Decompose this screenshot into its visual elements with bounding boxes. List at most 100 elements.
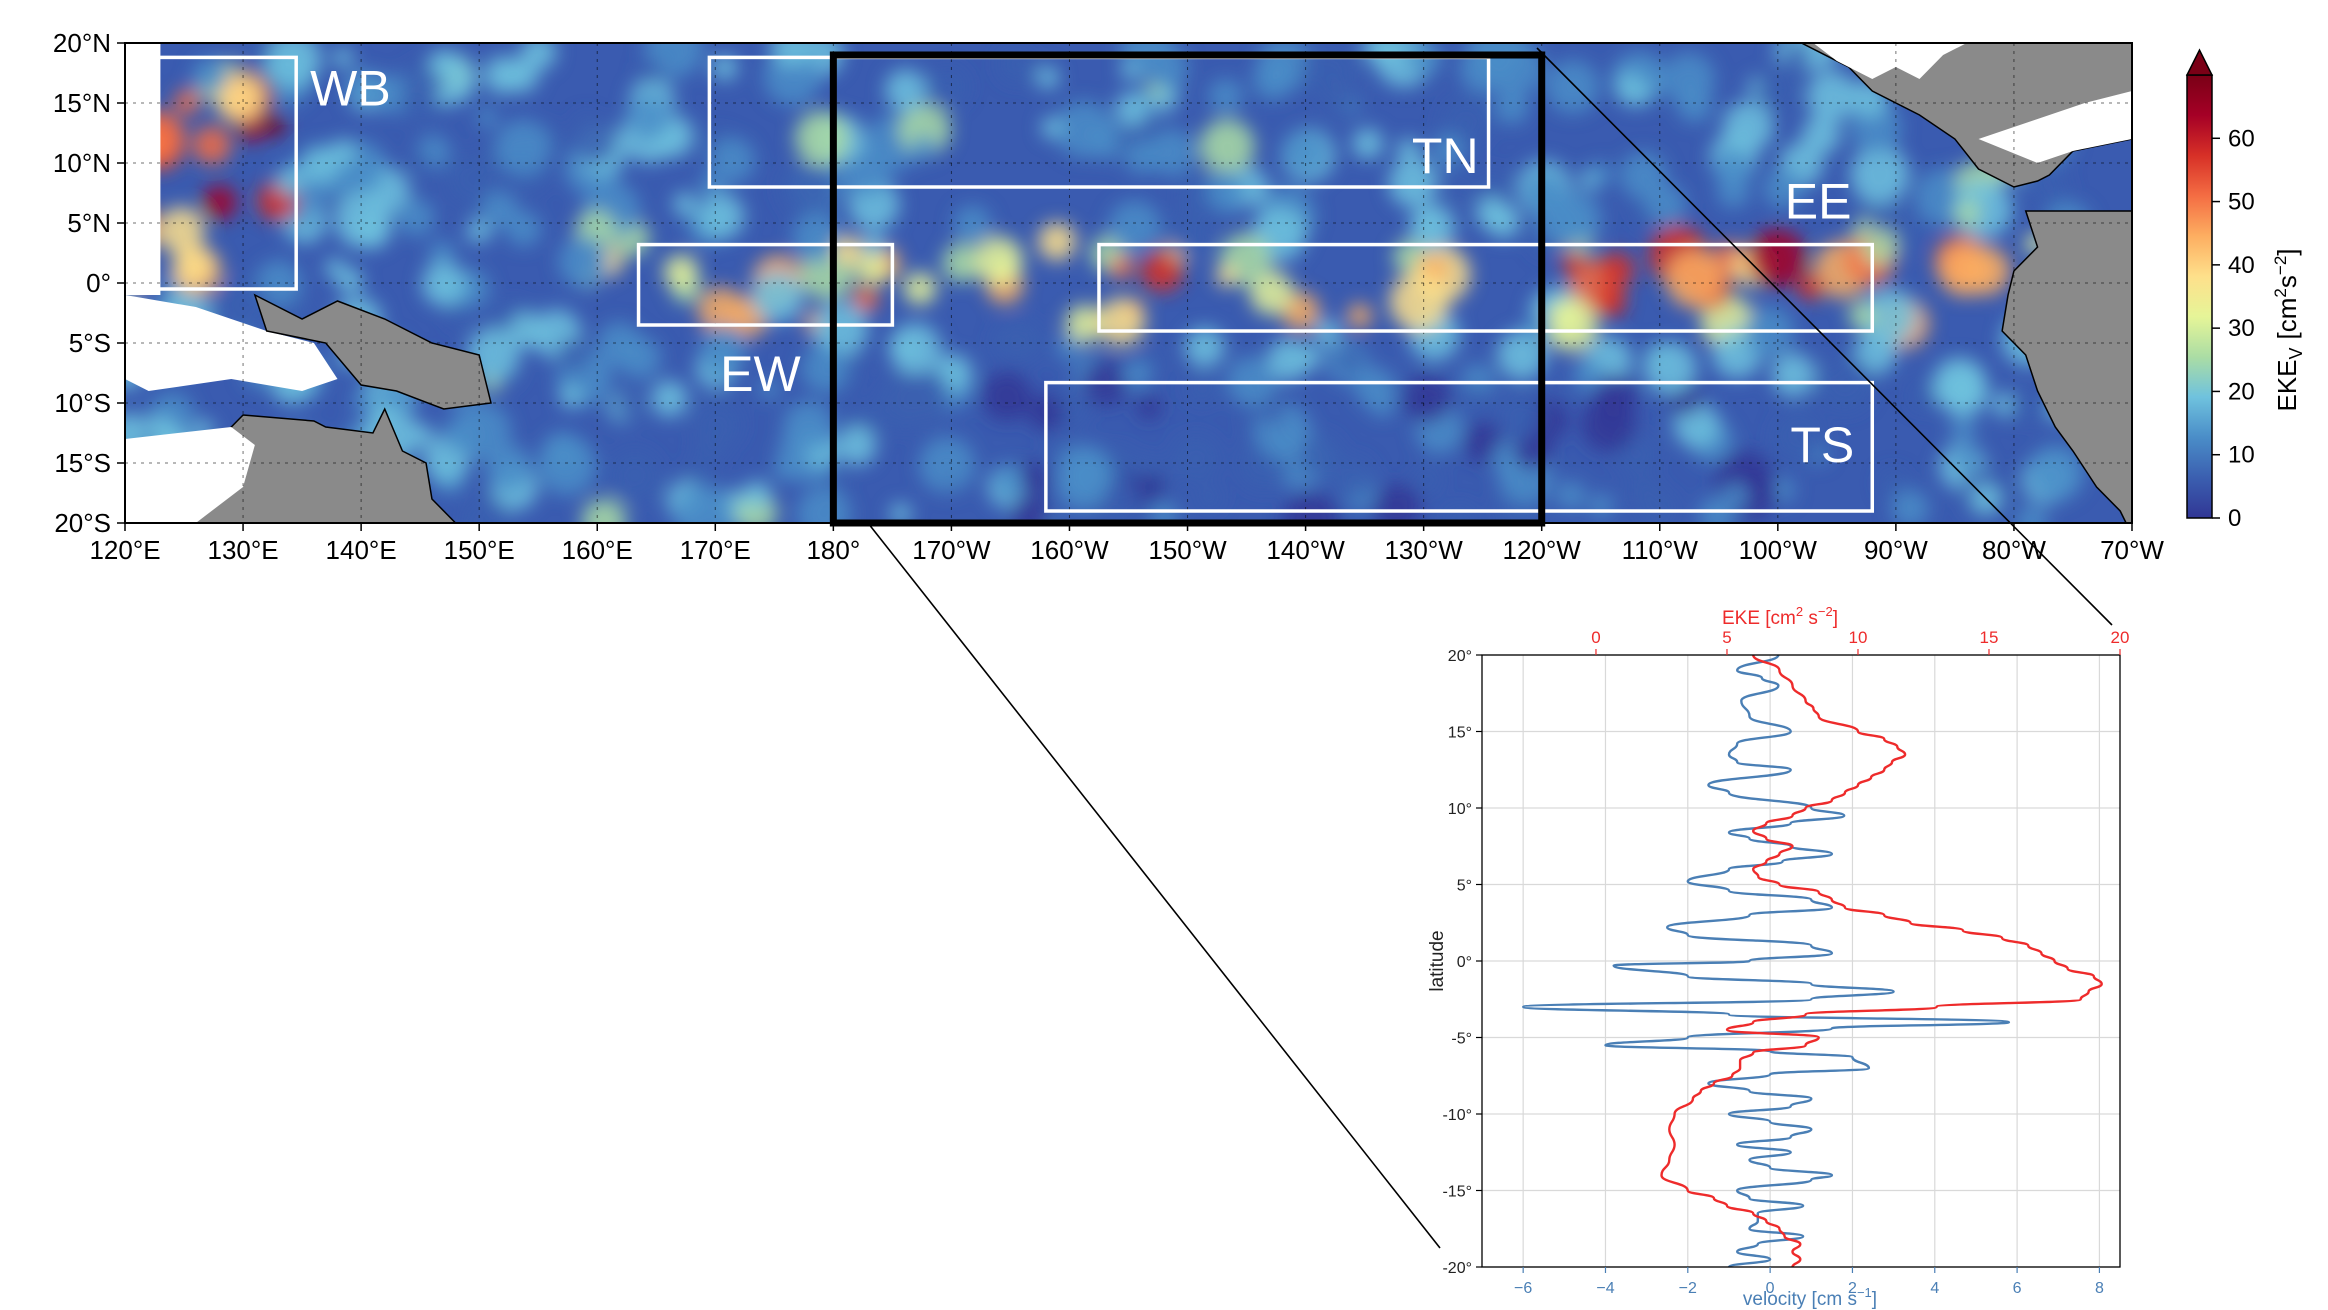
eke-blob bbox=[445, 153, 498, 206]
eke-blob bbox=[1486, 204, 1521, 239]
eke-blob bbox=[993, 464, 1028, 499]
eke-blob bbox=[1011, 494, 1052, 523]
eke-blob bbox=[345, 69, 381, 105]
eke-blob bbox=[1954, 200, 1981, 227]
eke-blob bbox=[1677, 87, 1713, 123]
eke-blob bbox=[700, 325, 747, 372]
velocity-label-exp: −1 bbox=[1857, 1285, 1872, 1300]
eke-blob bbox=[1747, 229, 1807, 288]
profile-y-ticks: 20° 15° 10° 5° 0° -5° -10° -15° -20° bbox=[1442, 648, 1482, 1277]
eke-tick-label: 10 bbox=[1849, 628, 1868, 647]
lon-tick-label: 90°W bbox=[1864, 535, 1928, 565]
land-asia-white bbox=[125, 43, 161, 295]
map-latitude-ticks: 20°N 15°N 10°N 5°N 0° 5°S 10°S 15°S 20°S bbox=[53, 28, 125, 538]
eke-blob bbox=[1992, 392, 2017, 417]
lat-tick-label: 10°N bbox=[53, 148, 111, 178]
eke-blob bbox=[1796, 273, 1824, 301]
eke-blob bbox=[466, 218, 491, 244]
profile-plot: 20° 15° 10° 5° 0° -5° -10° -15° -20° −6 −4 −2 0 2 4 6 8… bbox=[1427, 604, 2129, 1310]
eke-blob bbox=[459, 496, 510, 523]
lat-tick-label: 15°S bbox=[54, 448, 111, 478]
lon-tick-label: 80°W bbox=[1982, 535, 2046, 565]
eke-blob bbox=[1891, 489, 1930, 523]
eke-tick-label: 0 bbox=[1591, 628, 1600, 647]
eke-blob bbox=[1589, 493, 1614, 518]
eke-blob bbox=[1496, 392, 1544, 440]
colorbar: 0 10 20 30 40 50 60 EKEV [cm2s−2] bbox=[2185, 48, 2306, 532]
eke-blob bbox=[1771, 352, 1816, 397]
eke-blob bbox=[1755, 70, 1795, 109]
lon-tick-label: 140°E bbox=[326, 535, 397, 565]
eke-blob bbox=[429, 49, 455, 76]
colorbar-tick-label: 60 bbox=[2228, 125, 2255, 152]
eke-blob bbox=[1403, 374, 1452, 423]
eke-blob bbox=[1643, 341, 1697, 395]
profile-xlabel-velocity: velocity [cm s−1] bbox=[1743, 1285, 1877, 1310]
eke-blob bbox=[796, 486, 851, 523]
eke-blob bbox=[238, 116, 266, 143]
velocity-tick-label: −2 bbox=[1679, 1280, 1697, 1297]
eke-blob bbox=[1168, 214, 1211, 257]
velocity-tick-label: 2 bbox=[1848, 1280, 1857, 1297]
colorbar-label-s: s bbox=[2272, 275, 2302, 288]
eke-blob bbox=[453, 402, 512, 460]
eke-blob bbox=[1396, 138, 1421, 162]
eke-blob bbox=[1431, 133, 1466, 168]
eke-blob bbox=[1619, 151, 1668, 200]
eke-blob bbox=[1259, 398, 1285, 424]
eke-blob bbox=[1632, 54, 1663, 85]
profile-y-tick-label: 10° bbox=[1448, 801, 1472, 818]
profile-xlabel-eke: EKE [cm2 s−2] bbox=[1722, 604, 1838, 629]
eke-blob bbox=[651, 380, 688, 417]
eke-blob bbox=[1114, 92, 1149, 127]
profile-y-tick-label: 20° bbox=[1448, 648, 1472, 665]
region-label-ee: EE bbox=[1785, 174, 1852, 230]
eke-blob bbox=[890, 503, 912, 523]
velocity-tick-label: 0 bbox=[1766, 1280, 1775, 1297]
eke-blob bbox=[1205, 170, 1246, 211]
eke-blob bbox=[1122, 359, 1152, 390]
lon-tick-label: 170°E bbox=[680, 535, 751, 565]
eke-blob bbox=[694, 400, 742, 448]
eke-blob bbox=[673, 192, 697, 217]
land-australia-white bbox=[125, 427, 255, 523]
eke-blob bbox=[1187, 374, 1218, 404]
eke-blob bbox=[953, 205, 992, 244]
lon-tick-label: 180° bbox=[806, 535, 860, 565]
eke-blob bbox=[1172, 434, 1221, 483]
eke-blob bbox=[1041, 116, 1063, 139]
eke-blob bbox=[1109, 255, 1134, 280]
eke-blob bbox=[685, 458, 711, 484]
eke-blob bbox=[1954, 445, 1980, 471]
region-box-ee bbox=[1097, 242, 1875, 333]
eke-blob bbox=[1108, 200, 1161, 253]
profile-x-ticks-velocity: −6 −4 −2 0 2 4 6 8 bbox=[1514, 1267, 2104, 1297]
eke-blob bbox=[1961, 246, 2011, 296]
eke-blob bbox=[998, 45, 1035, 83]
eke-blob bbox=[558, 236, 610, 288]
eke-blob bbox=[1581, 396, 1637, 453]
eke-blob bbox=[1199, 119, 1255, 175]
lon-tick-label: 150°W bbox=[1148, 535, 1227, 565]
eke-blob bbox=[1097, 297, 1146, 346]
eke-blob bbox=[1120, 43, 1173, 71]
eke-blob bbox=[1065, 304, 1104, 343]
eke-blob bbox=[303, 148, 339, 184]
colorbar-tick-label: 20 bbox=[2228, 378, 2255, 405]
eke-blob bbox=[884, 69, 927, 112]
eke-blob bbox=[354, 212, 391, 249]
colorbar-label-main: EKE bbox=[2272, 359, 2302, 411]
eke-blob bbox=[1362, 43, 1400, 66]
eke-blob bbox=[903, 271, 937, 305]
eke-blob bbox=[537, 436, 597, 496]
eke-blob bbox=[1249, 270, 1294, 315]
eke-blob bbox=[1555, 480, 1586, 511]
eke-blob bbox=[852, 285, 879, 312]
eke-blob bbox=[638, 60, 663, 85]
eke-blob bbox=[1314, 319, 1342, 347]
eke-blob bbox=[697, 287, 745, 334]
eke-blob bbox=[626, 95, 672, 140]
eke-blob bbox=[618, 336, 662, 380]
